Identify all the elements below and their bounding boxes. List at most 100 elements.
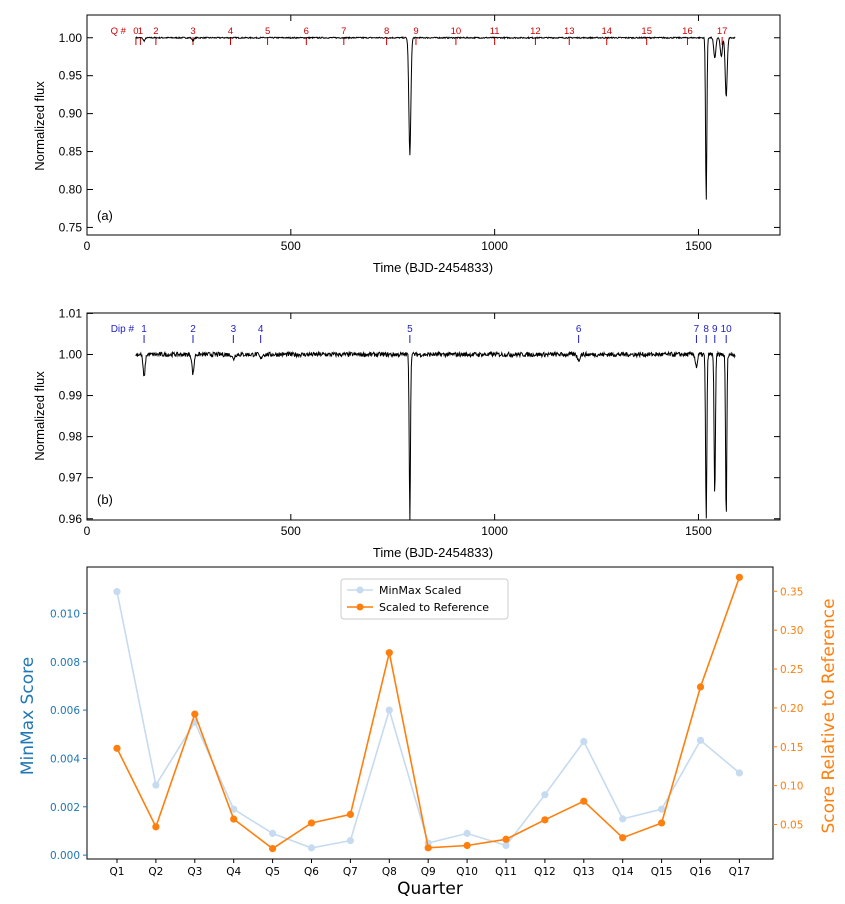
- x-tick-label: Q1: [110, 866, 125, 878]
- data-point: [696, 736, 705, 744]
- y-tick-label: 1.01: [59, 306, 83, 320]
- marker-label: 3: [190, 26, 195, 37]
- y-tick-label: 0.80: [59, 182, 83, 196]
- data-point: [541, 791, 549, 799]
- marker-label: 15: [641, 26, 652, 37]
- x-tick-label: Q15: [651, 866, 673, 878]
- panel-a-lightcurve: [135, 35, 736, 200]
- panel-a-frame: [86, 14, 781, 236]
- x-tick-label: 0: [84, 239, 91, 253]
- score-chart-ticks: Q1 Q2 Q3 Q4 Q5 Q6 Q7 Q8 Q9 Q10 Q11 Q12 Q13 Q14 Q15 Q16 Q…: [50, 586, 803, 878]
- panel-b-ylabel: Normalized flux: [32, 371, 47, 461]
- panel-b-ticks: 0 500 1000 1500 0.96 0.97 0.98 0.99 1.00 1.01: [59, 306, 780, 538]
- panel-a: 0 500 1000 1500 0.75 0.80 0.85 0.90 0.95 1.00 Q #…: [32, 14, 781, 275]
- panel-a-xlabel: Time (BJD-2454833): [373, 260, 493, 275]
- panel-b-xlabel: Time (BJD-2454833): [373, 545, 493, 560]
- data-point: [113, 588, 121, 596]
- data-point: [502, 835, 510, 843]
- data-point: [269, 829, 277, 837]
- y-tick-label-left: 0.002: [50, 802, 80, 814]
- marker-label: 6: [576, 324, 582, 335]
- y-tick-label: 0.96: [59, 512, 83, 526]
- data-point: [346, 837, 354, 845]
- data-point: [307, 819, 316, 827]
- data-point: [541, 816, 549, 824]
- y-tick-label-right: 0.25: [780, 664, 803, 676]
- panel-b-lightcurve: [135, 350, 736, 520]
- x-tick-label: Q9: [421, 866, 436, 878]
- marker-label: 8: [384, 26, 389, 37]
- marker-label: 17: [717, 26, 728, 37]
- data-point: [735, 769, 744, 777]
- score-chart-frame: [86, 566, 774, 860]
- marker-label: 10: [451, 26, 462, 37]
- data-point: [463, 829, 471, 837]
- marker-label: 5: [265, 26, 270, 37]
- marker-label: 9: [413, 26, 418, 37]
- y-tick-label-right: 0.10: [780, 781, 803, 793]
- marker-label: 7: [341, 26, 346, 37]
- y-tick-label: 1.00: [59, 347, 83, 361]
- y-tick-label: 0.75: [59, 220, 83, 234]
- panel-b-label: (b): [97, 492, 113, 507]
- x-tick-label: 1000: [481, 239, 508, 253]
- data-point: [580, 797, 588, 805]
- score-chart-ylabel-left: MinMax Score: [18, 657, 38, 775]
- data-point: [424, 844, 432, 852]
- data-point: [152, 823, 160, 831]
- score-chart-ylabel-right: Score Relative to Reference: [819, 598, 839, 833]
- data-point: [152, 781, 160, 789]
- marker-label: 14: [601, 26, 612, 37]
- marker-label: 1: [138, 26, 143, 37]
- x-tick-label: Q16: [690, 866, 712, 878]
- marker-label: 13: [564, 26, 575, 37]
- data-point: [696, 683, 705, 691]
- panel-b: 0 500 1000 1500 0.96 0.97 0.98 0.99 1.00 1.01 Dip…: [32, 306, 781, 560]
- legend-marker-minmax: [356, 586, 364, 594]
- x-tick-label: 0: [84, 524, 91, 538]
- marker-label: 5: [407, 324, 413, 335]
- marker-label: 16: [682, 26, 693, 37]
- y-tick-label: 0.95: [59, 69, 83, 83]
- y-tick-label-right: 0.15: [780, 742, 803, 754]
- data-point: [658, 805, 666, 813]
- x-tick-label: 500: [281, 239, 301, 253]
- marker-label: 6: [304, 26, 309, 37]
- x-tick-label: 500: [281, 524, 301, 538]
- x-tick-label: 1500: [685, 239, 712, 253]
- marker-label: 11: [490, 26, 500, 37]
- marker-label: 4: [258, 324, 264, 335]
- data-point: [580, 737, 588, 746]
- x-tick-label: 1000: [481, 524, 508, 538]
- x-tick-label: Q4: [226, 866, 241, 878]
- data-point: [191, 710, 199, 718]
- y-tick-label-right: 0.05: [780, 820, 803, 832]
- y-tick-label-left: 0.008: [50, 657, 80, 669]
- y-tick-label: 0.85: [59, 145, 83, 159]
- data-point: [346, 810, 354, 819]
- score-chart-legend: MinMax Scaled Scaled to Reference: [340, 578, 509, 620]
- data-point: [230, 815, 238, 823]
- marker-label: 8: [703, 324, 709, 335]
- y-tick-label-right: 0.30: [780, 625, 803, 637]
- legend-marker-reference: [356, 603, 364, 611]
- y-tick-label-left: 0.010: [50, 608, 80, 620]
- marker-label: 0: [133, 26, 138, 37]
- panel-a-ticks: 0 500 1000 1500 0.75 0.80 0.85 0.90 0.95 1.00: [59, 15, 780, 253]
- x-tick-label: Q11: [495, 866, 517, 878]
- x-tick-label: Q6: [304, 866, 319, 878]
- x-tick-label: Q14: [612, 866, 634, 878]
- data-point: [619, 834, 627, 842]
- y-tick-label: 0.97: [59, 471, 83, 485]
- data-point: [385, 649, 393, 657]
- legend-label-reference: Scaled to Reference: [379, 601, 489, 614]
- y-tick-label-left: 0.006: [50, 705, 80, 717]
- panel-b-dip-markers: Dip # 1 2 3 4 5 6 7 8 9 10: [111, 324, 732, 343]
- marker-label: 10: [721, 324, 733, 335]
- marker-label: 3: [231, 324, 237, 335]
- data-point: [230, 805, 238, 813]
- data-point: [658, 819, 666, 827]
- score-chart-series: [113, 573, 744, 853]
- panel-a-label: (a): [97, 208, 113, 223]
